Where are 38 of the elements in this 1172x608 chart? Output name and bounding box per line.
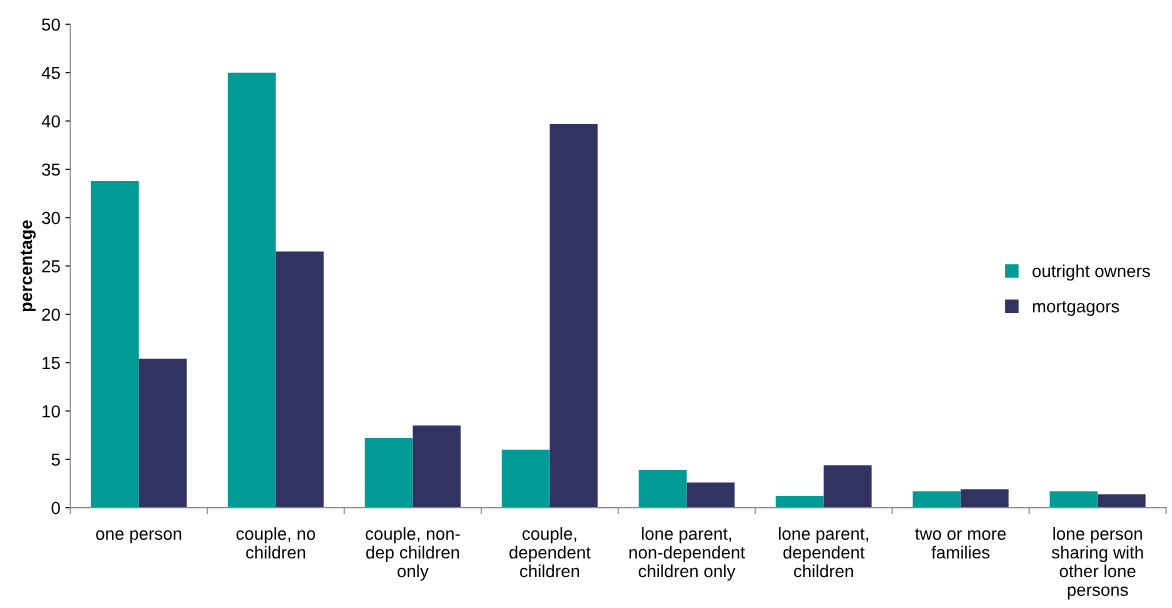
legend-label: outright owners	[1032, 264, 1150, 281]
x-tick-label: lone person sharing with other lone persons	[1051, 527, 1143, 600]
bar	[823, 465, 872, 508]
y-tick-label: 15	[42, 357, 60, 370]
x-tick-label: couple, non- dep children only	[365, 527, 460, 581]
bar	[364, 438, 413, 508]
x-tick-label: lone parent, non-dependent children only	[629, 527, 745, 581]
bar	[1049, 491, 1098, 508]
x-tick-label: lone parent, dependent children	[779, 527, 868, 578]
bar	[686, 482, 735, 508]
y-tick-label: 35	[41, 163, 60, 176]
bar	[412, 425, 461, 508]
bar	[775, 496, 824, 508]
bar	[960, 489, 1009, 508]
bar	[501, 449, 550, 508]
x-tick-label: couple, dependent children	[509, 527, 591, 578]
bar	[90, 180, 139, 508]
y-tick-label: 30	[41, 211, 60, 225]
bar	[227, 72, 276, 508]
bar	[138, 358, 187, 508]
bar	[912, 491, 961, 508]
legend-label: mortgagors	[1032, 301, 1120, 316]
bar	[638, 469, 687, 508]
y-tick-label: 20	[42, 308, 60, 321]
x-tick-label: couple, no children	[236, 527, 316, 559]
y-tick-label: 25	[42, 260, 60, 273]
bar	[1097, 494, 1146, 508]
x-tick-label: one person	[96, 530, 182, 544]
y-tick-label: 5	[51, 453, 60, 466]
y-tick-label: 40	[41, 115, 60, 128]
y-tick-label: 45	[41, 67, 60, 80]
y-axis-title: percentage	[20, 220, 36, 312]
y-tick-label: 10	[42, 405, 60, 418]
bar	[549, 123, 598, 508]
y-tick-label: 0	[51, 501, 60, 515]
bar	[275, 251, 324, 508]
y-tick-label: 50	[41, 18, 60, 31]
x-tick-label: two or more families	[915, 528, 1006, 559]
